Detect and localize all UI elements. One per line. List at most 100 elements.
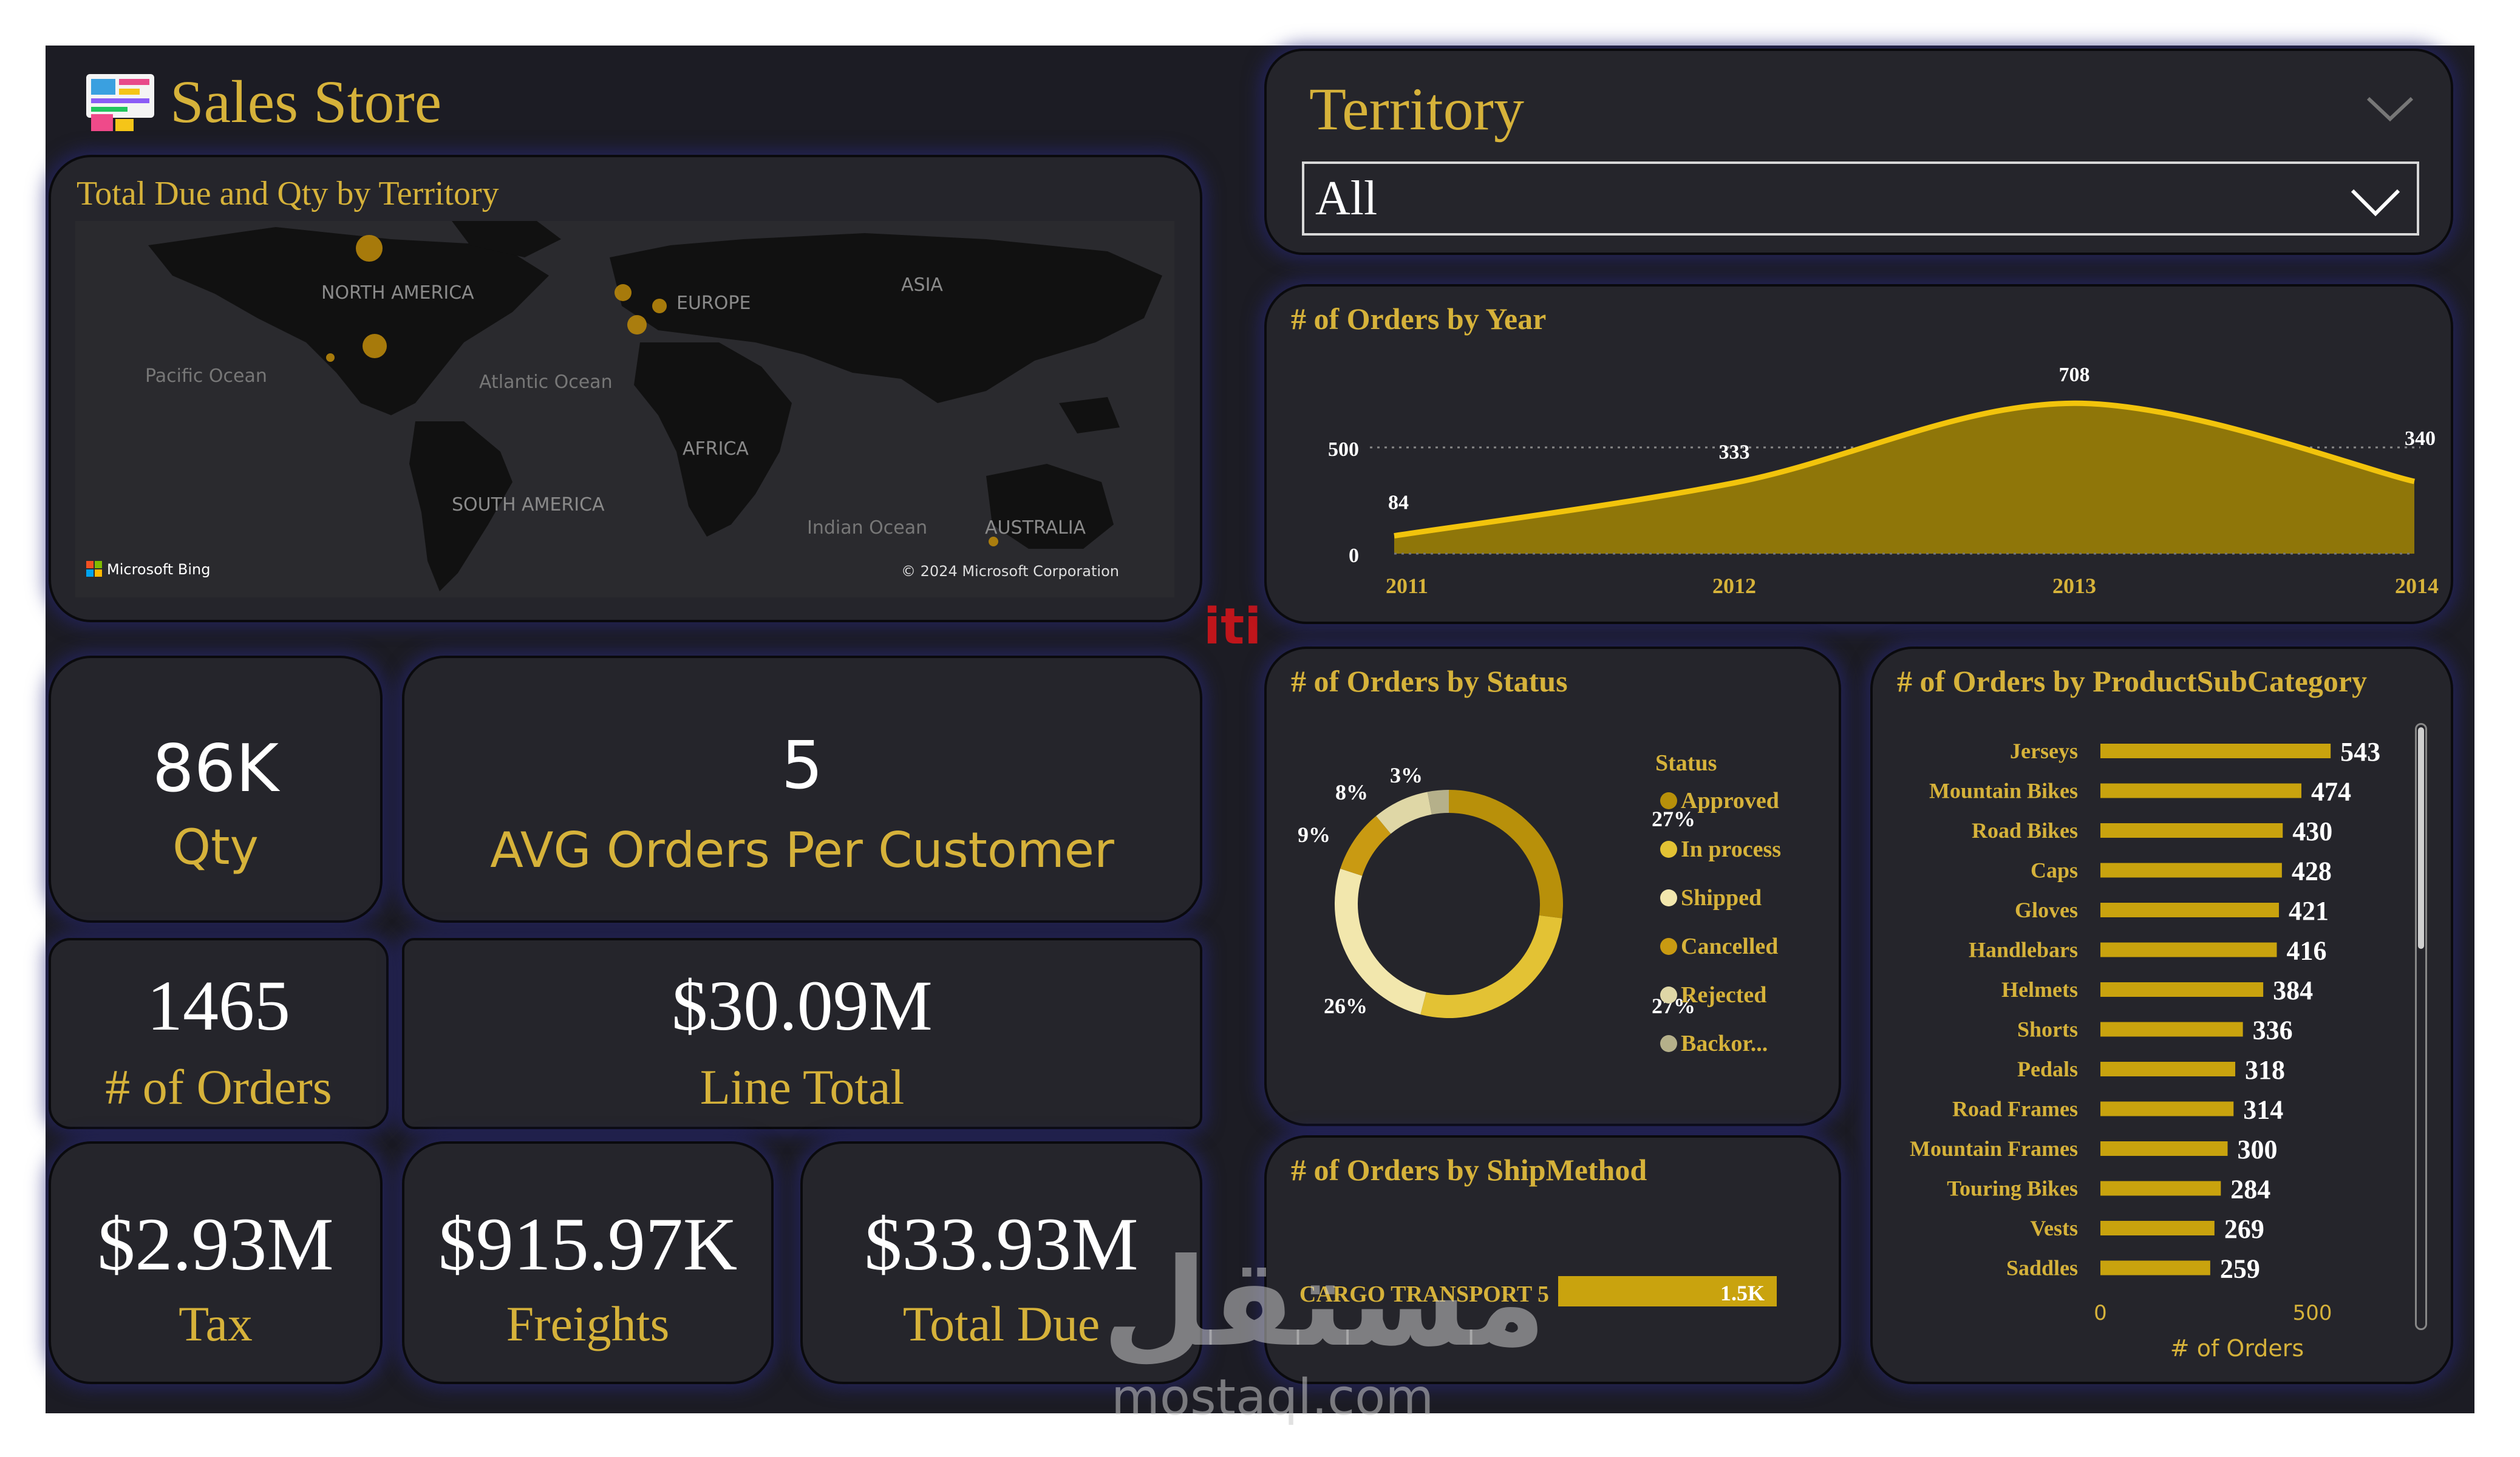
kpi-line-total-value: $30.09M <box>672 966 933 1045</box>
map-label-africa: AFRICA <box>683 438 749 460</box>
bar <box>2100 1101 2234 1116</box>
map-label-south-america: SOUTH AMERICA <box>452 494 605 515</box>
category-label: Mountain Frames <box>1910 1136 2078 1161</box>
category-label: Handlebars <box>1969 938 2078 962</box>
x-tick-label: 2013 <box>2052 574 2096 598</box>
kpi-avg-orders-card: 5 AVG Orders Per Customer <box>402 656 1202 923</box>
data-label: 259 <box>2220 1254 2260 1284</box>
legend-marker <box>1660 987 1677 1004</box>
legend-entry: Cancelled <box>1681 934 1778 959</box>
territory-dropdown[interactable]: All <box>1302 161 2419 236</box>
legend-marker <box>1660 841 1677 858</box>
y-tick-label: 0 <box>1349 545 1359 567</box>
x-tick-label: 2012 <box>1712 574 1756 598</box>
data-label: 384 <box>2273 976 2313 1005</box>
kpi-total-due-label: Total Due <box>902 1296 1100 1351</box>
donut-slice <box>1449 790 1563 919</box>
area-line <box>1394 400 2416 539</box>
kpi-qty-label: Qty <box>172 819 259 875</box>
map-bubble <box>326 353 335 362</box>
kpi-qty-value: 86K <box>152 731 279 807</box>
legend-entry: Rejected <box>1681 982 1766 1008</box>
kpi-freights-value: $915.97K <box>438 1203 738 1286</box>
category-label: Road Frames <box>1952 1097 2078 1121</box>
bar <box>2100 982 2264 997</box>
legend-marker <box>1660 938 1677 955</box>
orders-by-status-card: # of Orders by Status 27% 27% 26% 9% 8% 3% Sta… <box>1264 647 1841 1126</box>
x-tick-label: 2011 <box>1386 574 1428 598</box>
kpi-total-due-card: $33.93M Total Due <box>800 1141 1202 1384</box>
data-label: 336 <box>2253 1016 2293 1045</box>
y-tick-label: 500 <box>1328 438 1359 461</box>
donut-slice <box>1427 790 1449 815</box>
kpi-avg-orders-label: AVG Orders Per Customer <box>490 822 1114 878</box>
slicer-collapse-icon[interactable] <box>2366 93 2414 124</box>
map-bubble <box>989 537 998 546</box>
slice-label: 27% <box>1652 807 1695 831</box>
kpi-tax-card: $2.93M Tax <box>49 1141 383 1384</box>
category-label: Helmets <box>2001 977 2078 1002</box>
orders-by-subcategory-chart: Jerseys 543 Mountain Bikes 474 Road Bikes 430… <box>1910 737 2380 1362</box>
map-copyright: © 2024 Microsoft Corporation <box>901 563 1119 580</box>
map-label-pacific: Pacific Ocean <box>145 365 267 387</box>
watermark-arabic: مستقل <box>1102 1232 1547 1374</box>
bar <box>2100 1181 2221 1196</box>
orders-by-shipmethod-chart: CARGO TRANSPORT 5 1.5K <box>1299 1276 1777 1307</box>
map-bubble <box>356 235 383 262</box>
data-label: 318 <box>2245 1055 2285 1085</box>
category-label: Saddles <box>2006 1256 2078 1280</box>
donut-slice <box>1340 816 1391 876</box>
bar <box>2100 783 2301 798</box>
category-label: Caps <box>2031 858 2078 883</box>
category-label: Mountain Bikes <box>1929 779 2078 803</box>
slice-label: 8% <box>1335 780 1368 804</box>
category-label: Road Bikes <box>1972 818 2078 843</box>
orders-by-year-title: # of Orders by Year <box>1291 302 1547 336</box>
slice-label: 9% <box>1298 823 1330 847</box>
area-fill <box>1394 403 2414 554</box>
bar <box>2100 1022 2243 1037</box>
map-bubble <box>363 334 387 358</box>
territory-selected-value: All <box>1315 172 1378 225</box>
kpi-orders-label: # of Orders <box>105 1059 332 1115</box>
legend-title: Status <box>1655 750 1717 776</box>
world-map: NORTH AMERICA EUROPE ASIA Pacific Ocean … <box>86 221 1162 591</box>
category-label: Touring Bikes <box>1947 1177 2078 1201</box>
orders-by-year-card: # of Orders by Year 0 500 2011 84 2012 333 201… <box>1264 284 2453 624</box>
page-title: Sales Store <box>170 68 442 135</box>
category-label: Gloves <box>2015 898 2078 922</box>
category-label: Jerseys <box>2010 739 2078 763</box>
donut-slice <box>1335 868 1426 1015</box>
slice-label: 26% <box>1324 994 1367 1018</box>
orders-by-status-title: # of Orders by Status <box>1291 664 1568 698</box>
legend-entry: Approved <box>1681 788 1779 813</box>
slice-label: 3% <box>1390 763 1423 787</box>
legend-entry: Shipped <box>1681 885 1762 911</box>
bing-label: Microsoft Bing <box>107 561 210 578</box>
subcategory-scrollbar[interactable] <box>2415 723 2427 1330</box>
app-logo <box>85 72 157 134</box>
legend-marker <box>1660 889 1677 906</box>
kpi-tax-value: $2.93M <box>97 1203 334 1286</box>
category-label: Vests <box>2030 1216 2078 1240</box>
bar <box>2100 1221 2215 1235</box>
data-label: 284 <box>2230 1175 2270 1204</box>
data-label: 269 <box>2224 1214 2264 1244</box>
map-label-asia: ASIA <box>901 274 943 296</box>
map-card: Total Due and Qty by Territory NORTH AME… <box>49 155 1202 622</box>
orders-by-subcategory-title: # of Orders by ProductSubCategory <box>1897 664 2368 698</box>
legend-marker <box>1660 1035 1677 1052</box>
kpi-freights-card: $915.97K Freights <box>402 1141 774 1384</box>
orders-by-shipmethod-card: # of Orders by ShipMethod CARGO TRANSPOR… <box>1264 1135 1841 1384</box>
subcategory-scrollbar-thumb[interactable] <box>2418 727 2424 949</box>
data-label: 84 <box>1388 492 1409 514</box>
watermark-latin: mostaql.com <box>1111 1369 1434 1427</box>
bing-logo: Microsoft Bing <box>86 561 210 578</box>
data-label: 333 <box>1719 441 1750 463</box>
x-axis-title: # of Orders <box>2170 1335 2304 1362</box>
bar <box>1558 1276 1777 1306</box>
data-label: 430 <box>2292 817 2332 846</box>
data-label: 416 <box>2286 936 2326 966</box>
dashboard-icon <box>86 74 154 131</box>
map-view[interactable]: NORTH AMERICA EUROPE ASIA Pacific Ocean … <box>75 221 1174 597</box>
